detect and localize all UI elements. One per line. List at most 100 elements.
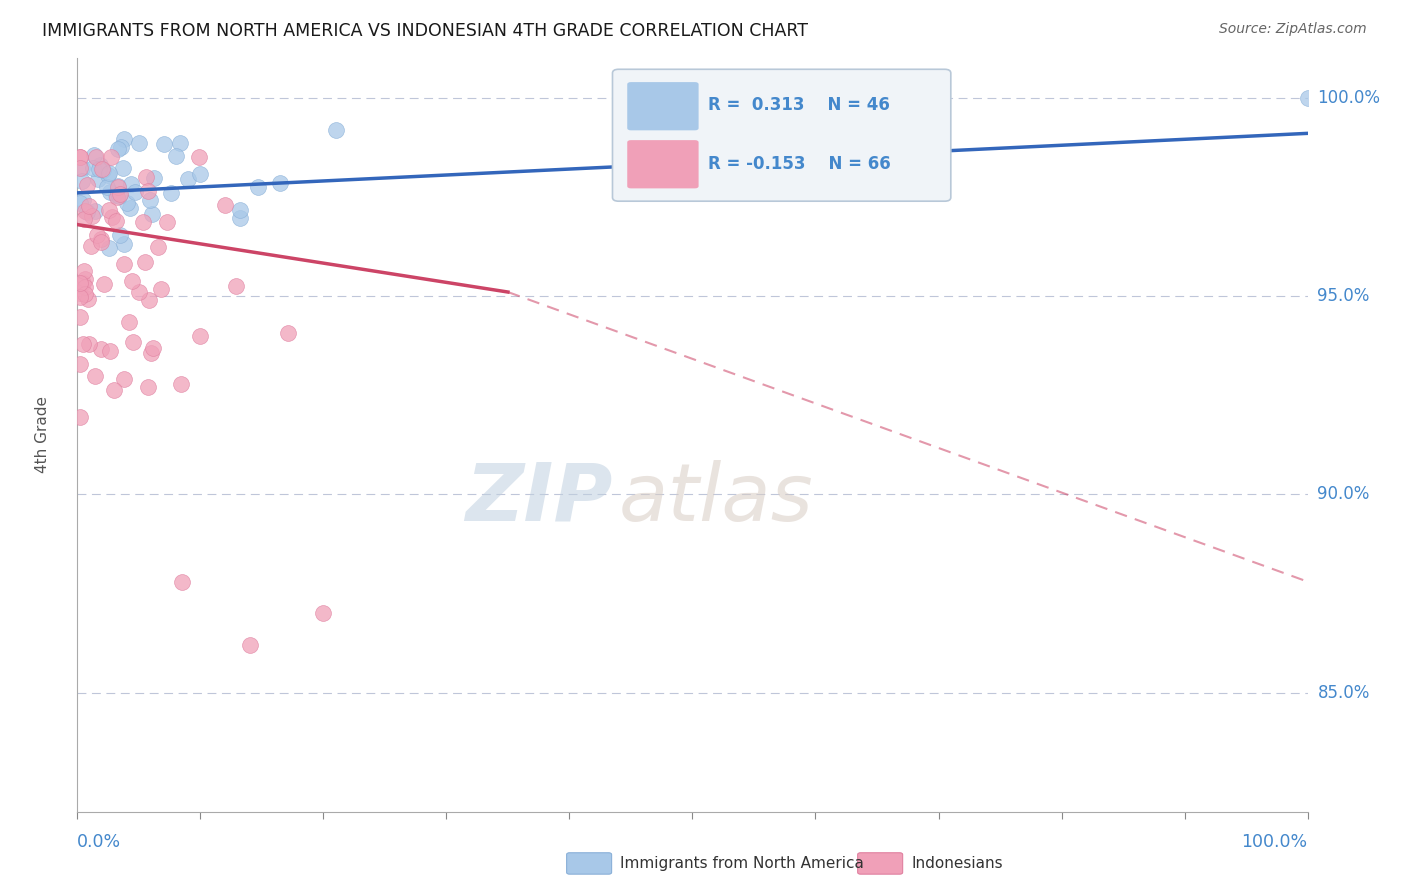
Text: R = -0.153    N = 66: R = -0.153 N = 66 — [709, 154, 891, 172]
Point — [121, 275, 143, 289]
Point — [188, 329, 211, 343]
Text: 95.0%: 95.0% — [1317, 287, 1369, 305]
FancyBboxPatch shape — [627, 82, 699, 130]
Text: 100.0%: 100.0% — [1241, 833, 1308, 851]
Point — [89, 162, 111, 177]
Text: ZIP: ZIP — [465, 460, 613, 538]
Point — [69, 196, 91, 211]
Point — [118, 315, 141, 329]
Point — [160, 186, 183, 201]
Point — [72, 276, 94, 290]
Point — [190, 167, 212, 181]
Point — [118, 201, 141, 215]
Point — [141, 345, 163, 359]
Text: Source: ZipAtlas.com: Source: ZipAtlas.com — [1219, 22, 1367, 37]
Point — [77, 199, 100, 213]
Point — [141, 206, 163, 220]
Point — [325, 122, 347, 136]
Point — [83, 148, 105, 162]
Point — [107, 178, 129, 193]
Point — [97, 241, 120, 255]
Point — [156, 215, 179, 229]
Point — [124, 185, 146, 199]
Point — [132, 214, 155, 228]
Point — [122, 335, 145, 350]
Point — [90, 232, 112, 246]
Point — [98, 185, 121, 199]
Point — [72, 161, 94, 176]
Text: 90.0%: 90.0% — [1317, 485, 1369, 503]
Text: 4th Grade: 4th Grade — [35, 396, 51, 474]
Point — [107, 142, 129, 156]
Point — [112, 132, 135, 146]
Point — [91, 162, 114, 177]
Point — [97, 169, 120, 183]
Point — [269, 176, 291, 190]
Point — [97, 166, 120, 180]
Point — [108, 227, 131, 242]
Text: Immigrants from North America: Immigrants from North America — [620, 856, 863, 871]
Point — [110, 187, 132, 202]
Point — [176, 172, 198, 186]
Point — [91, 161, 114, 176]
Point — [110, 140, 132, 154]
Point — [312, 607, 335, 621]
Point — [138, 293, 160, 307]
Text: IMMIGRANTS FROM NORTH AMERICA VS INDONESIAN 4TH GRADE CORRELATION CHART: IMMIGRANTS FROM NORTH AMERICA VS INDONES… — [42, 22, 808, 40]
Point — [73, 211, 96, 226]
Point — [112, 372, 135, 386]
Point — [83, 368, 105, 383]
Point — [188, 150, 211, 164]
Point — [108, 189, 131, 203]
Text: atlas: atlas — [619, 460, 814, 538]
Point — [82, 161, 104, 176]
Point — [128, 285, 150, 300]
Point — [70, 174, 93, 188]
Point — [89, 158, 111, 172]
Point — [153, 137, 176, 152]
Point — [72, 336, 94, 351]
Text: 0.0%: 0.0% — [77, 833, 121, 851]
Point — [225, 278, 247, 293]
Point — [105, 189, 128, 203]
Point — [84, 204, 107, 219]
Point — [214, 198, 236, 212]
Point — [75, 272, 97, 286]
Text: 100.0%: 100.0% — [1317, 88, 1381, 107]
Point — [80, 238, 103, 252]
Point — [1296, 90, 1319, 104]
Point — [139, 193, 162, 207]
Point — [76, 205, 98, 219]
FancyBboxPatch shape — [627, 140, 699, 188]
Point — [86, 228, 108, 243]
Point — [77, 337, 100, 351]
Point — [100, 150, 122, 164]
Point — [72, 193, 94, 207]
Point — [120, 177, 142, 191]
Point — [100, 210, 122, 224]
Point — [128, 136, 150, 150]
Text: R =  0.313    N = 46: R = 0.313 N = 46 — [709, 96, 890, 114]
Point — [143, 171, 166, 186]
Point — [77, 292, 100, 306]
Point — [277, 326, 299, 341]
Text: Indonesians: Indonesians — [911, 856, 1002, 871]
Point — [80, 209, 103, 223]
Point — [111, 161, 134, 176]
Point — [72, 264, 94, 278]
Point — [69, 150, 91, 164]
Point — [69, 357, 91, 371]
Point — [75, 204, 97, 219]
Point — [138, 184, 160, 198]
Point — [69, 286, 91, 301]
Point — [228, 202, 250, 217]
Point — [105, 188, 128, 202]
Point — [69, 150, 91, 164]
Point — [69, 161, 91, 176]
Point — [75, 280, 97, 294]
Point — [138, 380, 160, 394]
Point — [169, 136, 191, 150]
Point — [69, 291, 91, 305]
Point — [96, 179, 118, 194]
Point — [76, 178, 98, 193]
